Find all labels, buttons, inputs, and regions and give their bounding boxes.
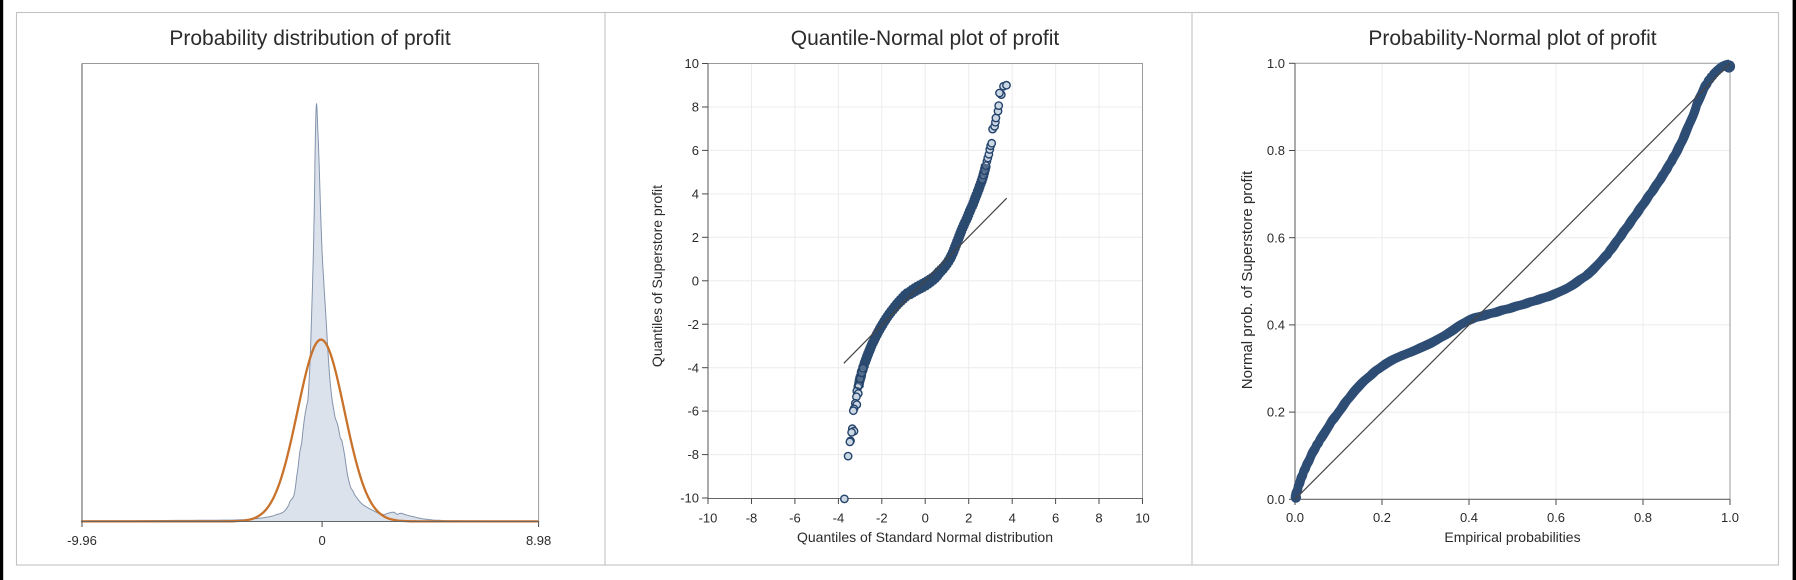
svg-text:0: 0 [692, 273, 699, 288]
svg-text:Quantile-Normal plot of profit: Quantile-Normal plot of profit [791, 27, 1060, 50]
svg-text:Probability-Normal plot of pro: Probability-Normal plot of profit [1368, 27, 1656, 50]
svg-text:-6: -6 [687, 404, 699, 419]
svg-text:-10: -10 [699, 511, 718, 526]
svg-text:2: 2 [692, 230, 699, 245]
svg-text:0.4: 0.4 [1460, 510, 1478, 525]
svg-text:8: 8 [1095, 511, 1102, 526]
svg-text:1.0: 1.0 [1267, 56, 1285, 71]
svg-text:10: 10 [1135, 511, 1149, 526]
svg-text:Normal prob. of Superstore pro: Normal prob. of Superstore profit [1239, 170, 1256, 389]
svg-text:-4: -4 [687, 360, 699, 375]
svg-text:-10: -10 [680, 491, 699, 506]
svg-text:2: 2 [965, 511, 972, 526]
svg-text:8: 8 [692, 100, 699, 115]
svg-text:Empirical probabilities: Empirical probabilities [1444, 529, 1580, 545]
svg-text:0: 0 [922, 511, 929, 526]
svg-text:6: 6 [692, 143, 699, 158]
svg-text:0.0: 0.0 [1286, 510, 1304, 525]
svg-text:-2: -2 [687, 317, 699, 332]
svg-text:-6: -6 [789, 511, 801, 526]
svg-text:0.6: 0.6 [1267, 230, 1285, 245]
svg-text:0.2: 0.2 [1267, 405, 1285, 420]
svg-text:Quantiles of Superstore profit: Quantiles of Superstore profit [649, 185, 665, 367]
svg-text:4: 4 [1009, 511, 1016, 526]
svg-text:0.0: 0.0 [1267, 492, 1285, 507]
svg-text:-2: -2 [876, 511, 888, 526]
svg-text:0.8: 0.8 [1267, 143, 1285, 158]
svg-text:-4: -4 [833, 511, 845, 526]
svg-text:-8: -8 [687, 447, 699, 462]
svg-text:1.0: 1.0 [1721, 510, 1739, 525]
svg-text:6: 6 [1052, 511, 1059, 526]
svg-text:0.6: 0.6 [1547, 510, 1565, 525]
svg-text:-9.96: -9.96 [67, 533, 97, 548]
svg-text:Quantiles of Standard Normal d: Quantiles of Standard Normal distributio… [797, 529, 1053, 545]
svg-text:-8: -8 [746, 511, 758, 526]
svg-text:8.98: 8.98 [526, 533, 551, 548]
svg-text:0.2: 0.2 [1373, 510, 1391, 525]
svg-text:0.4: 0.4 [1267, 318, 1285, 333]
svg-text:Probability distribution of pr: Probability distribution of profit [169, 27, 450, 50]
svg-text:0.8: 0.8 [1634, 510, 1652, 525]
svg-text:0: 0 [318, 533, 325, 548]
svg-text:10: 10 [685, 56, 699, 71]
svg-text:4: 4 [692, 187, 699, 202]
